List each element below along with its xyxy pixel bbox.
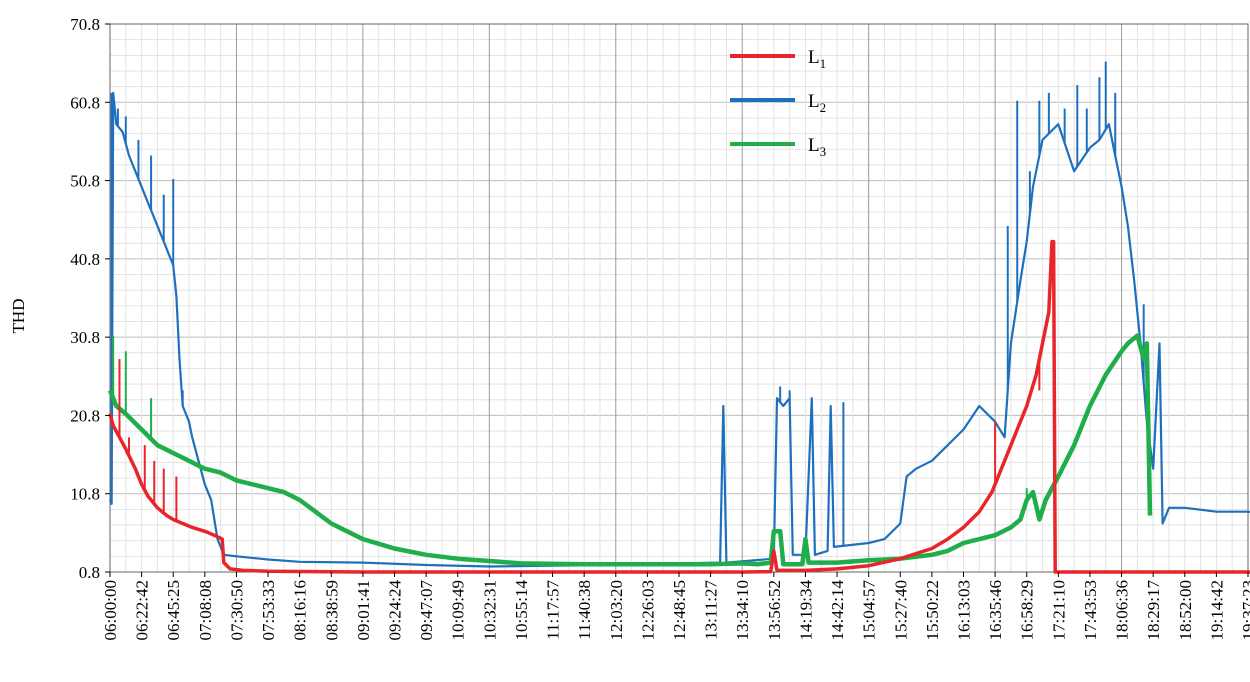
x-tick-label: 15:04:57 [860, 580, 879, 641]
x-tick-label: 16:58:29 [1018, 580, 1037, 640]
y-tick-label: 0.8 [79, 563, 100, 582]
legend-label-l2: L2 [808, 91, 826, 115]
x-tick-label: 18:29:17 [1144, 580, 1163, 641]
x-tick-label: 06:45:25 [164, 580, 183, 640]
x-tick-label: 16:35:46 [986, 580, 1005, 640]
x-tick-label: 17:21:10 [1049, 580, 1068, 640]
y-tick-label: 70.8 [70, 15, 100, 34]
legend-label-l3: L3 [808, 135, 826, 159]
x-tick-label: 14:19:34 [796, 580, 815, 641]
y-axis-label: THD [9, 299, 28, 334]
y-tick-label: 20.8 [70, 406, 100, 425]
x-tick-label: 18:06:36 [1113, 580, 1132, 640]
y-tick-label: 10.8 [70, 485, 100, 504]
x-tick-label: 15:50:22 [923, 580, 942, 640]
x-tick-label: 06:00:00 [101, 580, 120, 640]
x-tick-label: 12:26:03 [638, 580, 657, 640]
x-tick-label: 18:52:00 [1176, 580, 1195, 640]
y-tick-label: 40.8 [70, 250, 100, 269]
x-tick-label: 13:56:52 [765, 580, 784, 640]
x-tick-label: 08:16:16 [291, 580, 310, 640]
x-tick-label: 09:01:41 [354, 580, 373, 640]
y-axis-ticks: 0.8 10.8 20.8 30.8 40.8 50.8 60.8 70.8 [70, 15, 110, 582]
x-tick-label: 12:48:45 [670, 580, 689, 640]
series-line-l1 [108, 239, 1250, 574]
y-tick-label: 30.8 [70, 328, 100, 347]
x-tick-label: 10:55:14 [512, 580, 531, 641]
x-tick-label: 15:27:40 [891, 580, 910, 640]
x-tick-label: 12:03:20 [607, 580, 626, 640]
x-tick-label: 19:37:23 [1239, 580, 1250, 640]
x-tick-label: 09:47:07 [417, 580, 436, 641]
legend: L1 L2 L3 [730, 47, 826, 159]
x-tick-label: 11:40:38 [575, 580, 594, 640]
x-tick-label: 17:43:53 [1081, 580, 1100, 640]
x-tick-label: 13:11:27 [702, 580, 721, 640]
legend-label-l1: L1 [808, 47, 826, 71]
x-axis-ticks: 06:00:00 06:22:42 06:45:25 07:08:08 07:30:50… [101, 572, 1250, 640]
series-line-l3 [107, 333, 1153, 567]
x-tick-label: 11:17:57 [544, 580, 563, 640]
x-tick-label: 16:13:03 [955, 580, 974, 640]
x-tick-label: 07:30:50 [227, 580, 246, 640]
x-tick-label: 19:14:42 [1207, 580, 1226, 640]
x-tick-label: 13:34:10 [733, 580, 752, 640]
x-tick-label: 07:53:33 [259, 580, 278, 640]
x-tick-label: 07:08:08 [196, 580, 215, 640]
x-tick-label: 14:42:14 [828, 580, 847, 641]
y-tick-label: 50.8 [70, 172, 100, 191]
x-tick-label: 09:24:24 [386, 580, 405, 641]
x-tick-label: 08:38:59 [322, 580, 341, 640]
y-tick-label: 60.8 [70, 93, 100, 112]
series-line-l2 [108, 91, 1250, 568]
x-tick-label: 10:09:49 [449, 580, 468, 640]
series-layer [107, 61, 1250, 574]
x-tick-label: 10:32:31 [480, 580, 499, 640]
x-tick-label: 06:22:42 [133, 580, 152, 640]
